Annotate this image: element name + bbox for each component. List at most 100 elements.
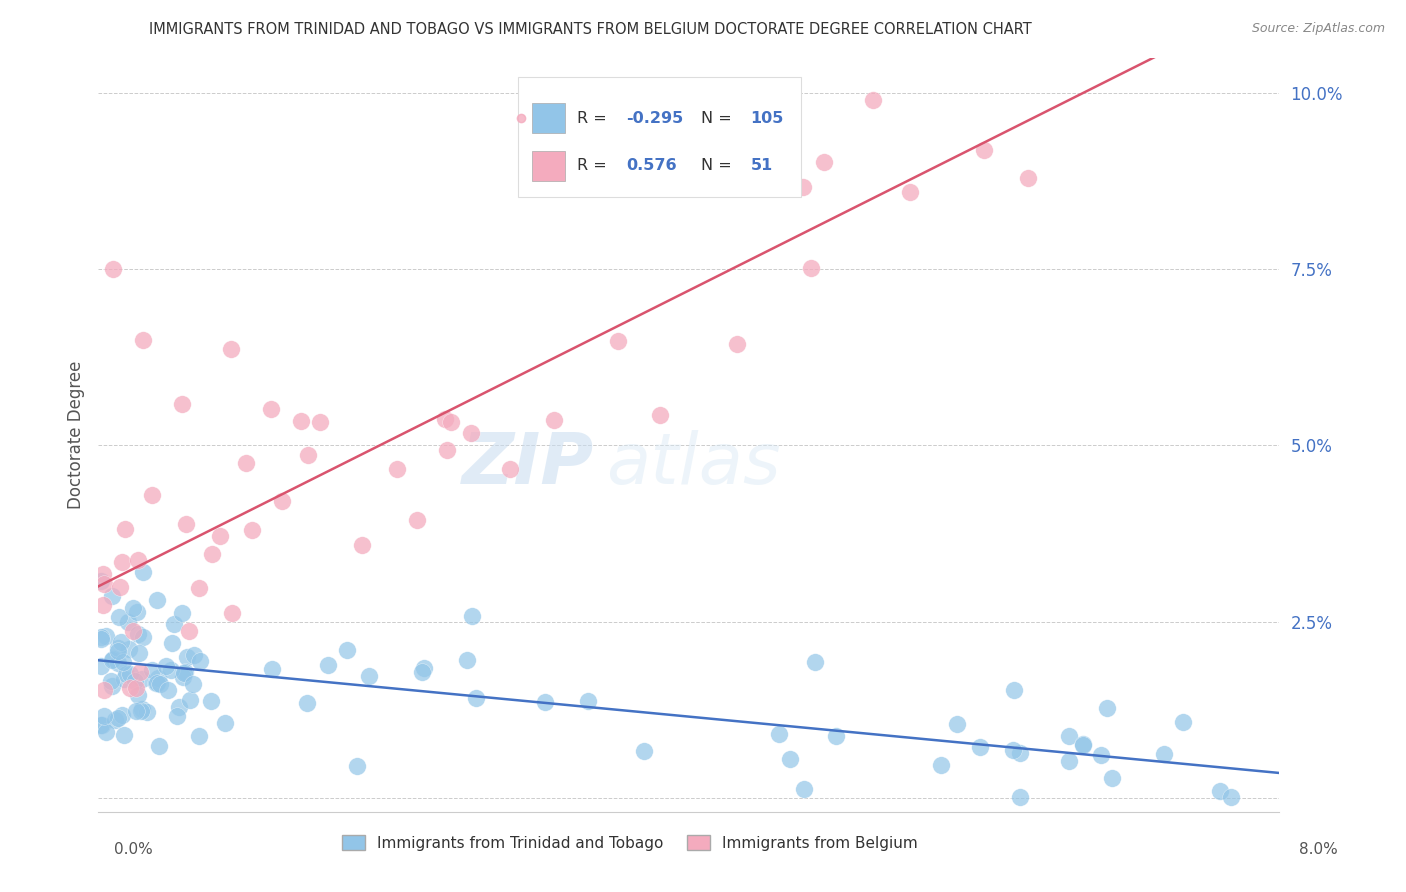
Point <box>352 537 374 551</box>
Point <box>129 704 152 718</box>
Point <box>465 690 488 705</box>
Point <box>128 665 150 680</box>
Point <box>624 153 647 168</box>
Point <box>91 598 114 612</box>
Point <box>90 659 112 673</box>
Point <box>141 663 163 677</box>
Point <box>412 661 434 675</box>
Point <box>214 715 236 730</box>
Point <box>103 262 125 277</box>
Point <box>242 523 264 537</box>
Text: IMMIGRANTS FROM TRINIDAD AND TOBAGO VS IMMIGRANTS FROM BELGIUM DOCTORATE DEGREE : IMMIGRANTS FROM TRINIDAD AND TOBAGO VS I… <box>149 22 1032 37</box>
Point <box>104 713 127 727</box>
Point <box>297 448 319 462</box>
Point <box>290 414 312 428</box>
Point <box>101 679 124 693</box>
Point <box>132 333 155 347</box>
Point <box>90 717 112 731</box>
Point <box>1090 747 1112 762</box>
Point <box>456 652 478 666</box>
Point <box>576 694 599 708</box>
Point <box>1057 754 1080 768</box>
Point <box>201 547 224 561</box>
Point <box>163 617 186 632</box>
Point <box>946 717 969 731</box>
FancyBboxPatch shape <box>531 103 565 133</box>
Point <box>1209 784 1232 798</box>
Point <box>100 673 122 688</box>
Point <box>969 739 991 754</box>
Text: Source: ZipAtlas.com: Source: ZipAtlas.com <box>1251 22 1385 36</box>
Text: N =: N = <box>700 111 737 126</box>
Point <box>461 609 484 624</box>
Point <box>173 666 195 681</box>
Point <box>1002 743 1025 757</box>
Point <box>131 630 153 644</box>
Text: R =: R = <box>576 111 612 126</box>
Point <box>179 624 201 639</box>
Point <box>433 411 456 425</box>
Point <box>101 651 124 665</box>
Point <box>93 709 115 723</box>
Point <box>127 605 149 619</box>
Point <box>90 630 112 644</box>
Point <box>174 665 197 679</box>
Point <box>188 729 211 743</box>
Point <box>121 601 143 615</box>
Point <box>1101 771 1123 785</box>
Text: ZIP: ZIP <box>463 431 595 500</box>
Point <box>111 555 134 569</box>
Point <box>973 143 995 157</box>
Point <box>900 185 922 199</box>
Point <box>128 647 150 661</box>
Point <box>387 462 409 476</box>
Point <box>633 744 655 758</box>
Point <box>136 706 159 720</box>
Point <box>167 699 190 714</box>
Point <box>146 671 169 685</box>
Point <box>124 674 146 689</box>
Point <box>91 566 114 581</box>
Point <box>107 609 129 624</box>
Text: N =: N = <box>700 158 737 173</box>
Point <box>825 729 848 743</box>
Point <box>121 624 143 638</box>
Point <box>411 665 433 680</box>
Point <box>155 658 177 673</box>
Point <box>929 758 952 772</box>
Text: atlas: atlas <box>606 431 780 500</box>
Point <box>188 582 211 596</box>
Point <box>440 415 463 429</box>
Point <box>146 593 169 607</box>
Point <box>94 629 117 643</box>
Point <box>145 675 167 690</box>
Point <box>157 683 180 698</box>
Point <box>90 574 112 589</box>
Point <box>260 662 283 676</box>
Point <box>101 653 124 667</box>
Point <box>94 724 117 739</box>
Point <box>107 711 129 725</box>
Point <box>118 641 141 656</box>
Point <box>176 649 198 664</box>
Point <box>127 553 149 567</box>
Point <box>725 337 748 351</box>
Point <box>146 676 169 690</box>
Point <box>221 607 243 621</box>
Point <box>793 782 815 797</box>
Text: 0.576: 0.576 <box>626 158 676 173</box>
Point <box>107 656 129 670</box>
Point <box>170 606 193 620</box>
Point <box>93 577 115 591</box>
Point <box>1095 701 1118 715</box>
Point <box>208 529 231 543</box>
Point <box>1071 738 1094 752</box>
Point <box>779 751 801 765</box>
Point <box>357 669 380 683</box>
Point <box>533 695 555 709</box>
Point <box>132 565 155 579</box>
Point <box>108 580 131 594</box>
Point <box>1057 729 1080 743</box>
Point <box>406 513 429 527</box>
Point <box>131 672 153 686</box>
